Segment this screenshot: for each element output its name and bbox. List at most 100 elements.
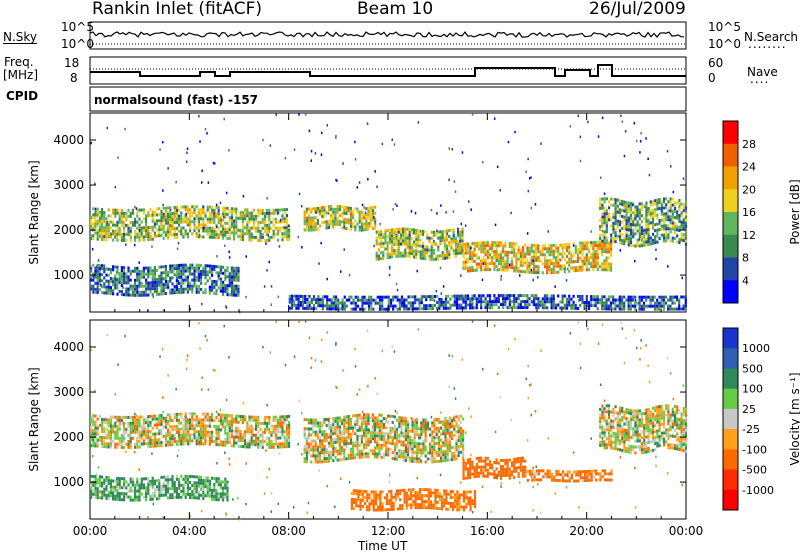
echo-cell: [219, 268, 222, 272]
echo-cell: [384, 241, 387, 245]
echo-cell: [334, 298, 338, 302]
echo-cell: [442, 459, 445, 463]
echo-cell: [116, 430, 119, 434]
echo-cell: [244, 418, 247, 422]
echo-cell: [537, 256, 540, 260]
echo-cell: [189, 263, 192, 267]
echo-cell: [651, 217, 655, 221]
noise-cell: [356, 186, 358, 189]
echo-cell: [204, 418, 207, 422]
echo-cell: [169, 233, 172, 237]
echo-cell: [297, 303, 300, 307]
echo-cell: [420, 451, 423, 455]
echo-cell: [310, 207, 313, 211]
echo-cell: [288, 435, 291, 439]
echo-cell: [266, 211, 269, 215]
noise-cell: [493, 117, 496, 120]
echo-cell: [356, 452, 359, 456]
echo-cell: [244, 226, 247, 230]
echo-cell: [349, 206, 352, 210]
echo-cell: [217, 277, 220, 281]
echo-cell: [92, 216, 95, 220]
echo-cell: [391, 246, 394, 250]
echo-cell: [297, 306, 300, 310]
echo-cell: [417, 229, 420, 233]
echo-cell: [114, 424, 117, 428]
echo-cell: [321, 209, 324, 213]
echo-cell: [484, 297, 487, 301]
echo-cell: [515, 254, 518, 258]
echo-cell: [233, 435, 236, 439]
echo-cell: [583, 244, 586, 248]
echo-cell: [391, 421, 394, 425]
echo-cell: [614, 207, 617, 211]
echo-cell: [384, 238, 387, 242]
echo-cell: [636, 241, 639, 245]
echo-cell: [647, 237, 650, 240]
echo-cell: [457, 445, 460, 449]
echo-cell: [167, 431, 170, 435]
echo-cell: [484, 300, 487, 304]
echo-cell: [497, 262, 500, 266]
echo-cell: [197, 436, 200, 440]
echo-cell: [350, 295, 353, 299]
echo-cell: [647, 210, 650, 213]
echo-cell: [400, 295, 404, 299]
echo-cell: [391, 249, 394, 253]
echo-cell: [629, 202, 633, 205]
echo-cell: [430, 230, 433, 234]
echo-cell: [563, 270, 566, 274]
echo-cell: [480, 259, 483, 263]
echo-cell: [109, 220, 112, 224]
echo-cell: [239, 232, 242, 235]
echo-cell: [451, 425, 454, 429]
echo-cell: [151, 293, 154, 297]
echo-cell: [147, 293, 150, 297]
echo-cell: [202, 421, 205, 425]
echo-cell: [338, 205, 341, 209]
echo-cell: [601, 250, 604, 254]
echo-cell: [546, 259, 549, 263]
noise-cell: [632, 203, 634, 207]
echo-cell: [193, 430, 196, 434]
echo-cell: [208, 439, 211, 443]
echo-cell: [204, 439, 207, 443]
echo-cell: [398, 419, 401, 423]
echo-cell: [202, 424, 205, 428]
echo-cell: [358, 452, 361, 456]
echo-cell: [175, 439, 178, 443]
noise-cell: [460, 274, 462, 277]
echo-cell: [598, 298, 602, 302]
echo-cell: [219, 413, 222, 417]
echo-cell: [464, 266, 467, 270]
echo-cell: [352, 307, 355, 311]
echo-cell: [459, 414, 462, 418]
echo-cell: [662, 227, 666, 231]
echo-cell: [338, 208, 341, 212]
echo-cell: [92, 423, 95, 427]
echo-cell: [239, 433, 242, 436]
echo-cell: [308, 427, 311, 431]
echo-cell: [116, 436, 119, 440]
echo-cell: [546, 265, 549, 269]
echo-cell: [204, 214, 207, 218]
echo-cell: [304, 306, 307, 310]
echo-cell: [215, 434, 218, 438]
echo-cell: [310, 454, 313, 458]
echo-cell: [535, 247, 538, 251]
echo-cell: [493, 300, 496, 304]
noise-cell: [318, 262, 320, 265]
echo-cell: [213, 280, 216, 283]
echo-cell: [339, 301, 342, 305]
echo-cell: [195, 290, 198, 294]
echo-cell: [272, 442, 275, 446]
echo-cell: [266, 208, 269, 212]
echo-cell: [462, 461, 465, 465]
echo-cell: [237, 420, 240, 424]
echo-cell: [632, 220, 635, 224]
echo-cell: [112, 220, 115, 224]
echo-cell: [607, 218, 611, 222]
echo-cell: [145, 235, 148, 239]
echo-cell: [114, 208, 117, 212]
echo-cell: [486, 241, 489, 245]
